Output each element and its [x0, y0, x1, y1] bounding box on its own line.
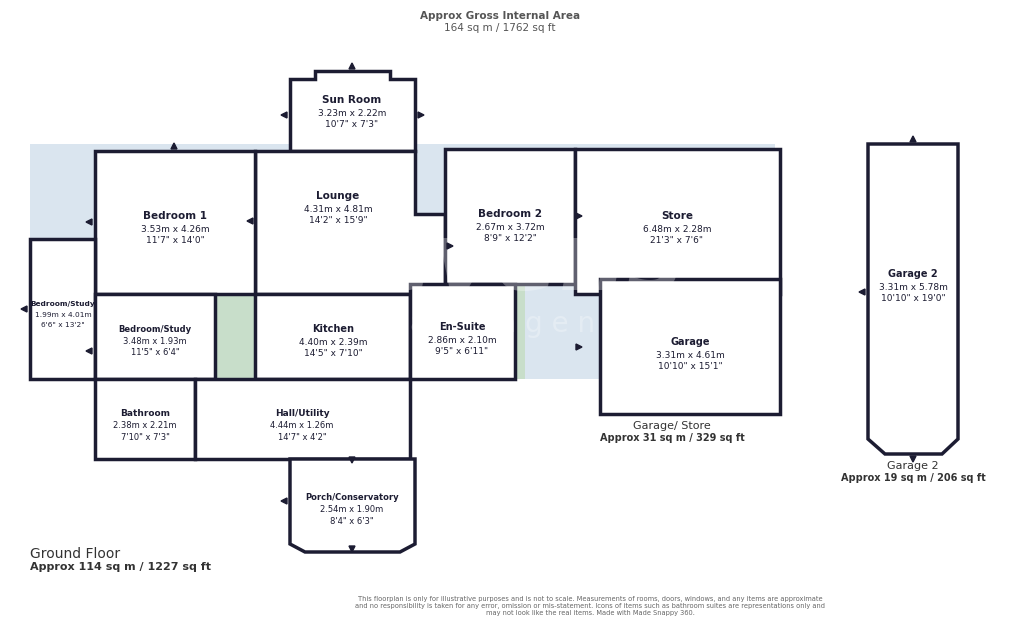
Polygon shape [576, 344, 582, 350]
Text: Ground Floor: Ground Floor [30, 547, 120, 561]
Text: 3.31m x 5.78m: 3.31m x 5.78m [877, 283, 947, 292]
Text: 14'7" x 4'2": 14'7" x 4'2" [277, 432, 326, 441]
Bar [599, 279, 780, 414]
Text: stevens': stevens' [268, 218, 711, 310]
Text: 3.53m x 4.26m: 3.53m x 4.26m [141, 224, 209, 233]
Text: Bedroom/Study: Bedroom/Study [31, 301, 95, 307]
Bar [444, 149, 575, 284]
Polygon shape [446, 243, 452, 249]
Text: 10'7" x 7'3": 10'7" x 7'3" [325, 119, 378, 129]
Polygon shape [858, 289, 864, 295]
Text: 6'6" x 13'2": 6'6" x 13'2" [41, 322, 85, 328]
Text: 2.54m x 1.90m: 2.54m x 1.90m [320, 505, 383, 515]
Text: Kitchen: Kitchen [312, 324, 354, 334]
Text: 4.40m x 2.39m: 4.40m x 2.39m [299, 337, 367, 347]
Text: 7'10" x 7'3": 7'10" x 7'3" [120, 432, 169, 441]
Text: 11'5" x 6'4": 11'5" x 6'4" [130, 347, 179, 356]
Text: Bedroom 2: Bedroom 2 [478, 209, 541, 219]
Text: Bedroom 1: Bedroom 1 [143, 211, 207, 221]
Bar [30, 239, 95, 379]
Text: 3.23m x 2.22m: 3.23m x 2.22m [318, 108, 386, 117]
Polygon shape [418, 112, 424, 118]
Polygon shape [247, 218, 253, 224]
Text: This floorplan is only for illustrative purposes and is not to scale. Measuremen: This floorplan is only for illustrative … [355, 596, 824, 616]
Text: 3.31m x 4.61m: 3.31m x 4.61m [655, 351, 723, 359]
Text: 4.31m x 4.81m: 4.31m x 4.81m [304, 205, 372, 214]
Polygon shape [289, 71, 415, 151]
Polygon shape [86, 219, 92, 225]
Polygon shape [348, 63, 355, 69]
Text: 8'4" x 6'3": 8'4" x 6'3" [330, 517, 373, 526]
Polygon shape [909, 456, 915, 462]
Bar [30, 144, 774, 379]
Text: 8'9" x 12'2": 8'9" x 12'2" [483, 233, 536, 242]
Text: 2.38m x 2.21m: 2.38m x 2.21m [113, 422, 176, 430]
Polygon shape [21, 306, 26, 312]
Text: e s t a t e   a g e n t s: e s t a t e a g e n t s [341, 310, 638, 338]
Text: Approx Gross Internal Area: Approx Gross Internal Area [420, 11, 580, 21]
Bar [255, 294, 410, 379]
Polygon shape [86, 348, 92, 354]
Polygon shape [255, 151, 444, 294]
Polygon shape [280, 112, 286, 118]
Text: 164 sq m / 1762 sq ft: 164 sq m / 1762 sq ft [444, 23, 555, 33]
Text: Garage: Garage [669, 337, 709, 347]
Text: 21'3" x 7'6": 21'3" x 7'6" [650, 235, 703, 245]
Bar [95, 279, 525, 379]
Polygon shape [171, 143, 177, 149]
Polygon shape [289, 459, 415, 552]
Text: Store: Store [660, 211, 692, 221]
Text: Hall/Utility: Hall/Utility [274, 410, 329, 418]
Bar [410, 284, 515, 379]
Text: Approx 19 sq m / 206 sq ft: Approx 19 sq m / 206 sq ft [840, 473, 984, 483]
Bar [575, 149, 780, 294]
Text: Approx 31 sq m / 329 sq ft: Approx 31 sq m / 329 sq ft [599, 433, 744, 443]
Bar [95, 379, 195, 459]
Text: Garage 2: Garage 2 [888, 269, 936, 279]
Polygon shape [280, 498, 286, 504]
Polygon shape [909, 136, 915, 142]
Text: 2.86m x 2.10m: 2.86m x 2.10m [427, 335, 496, 344]
Text: 9'5" x 6'11": 9'5" x 6'11" [435, 347, 488, 356]
Polygon shape [348, 457, 355, 463]
Text: Sun Room: Sun Room [322, 95, 381, 105]
Text: 10'10" x 15'1": 10'10" x 15'1" [657, 361, 721, 370]
Text: 14'5" x 7'10": 14'5" x 7'10" [304, 349, 362, 358]
Text: 6.48m x 2.28m: 6.48m x 2.28m [642, 224, 710, 233]
Text: 1.99m x 4.01m: 1.99m x 4.01m [35, 312, 92, 318]
Text: Garage 2: Garage 2 [887, 461, 937, 471]
Text: 3.48m x 1.93m: 3.48m x 1.93m [123, 337, 186, 346]
Text: Approx 114 sq m / 1227 sq ft: Approx 114 sq m / 1227 sq ft [30, 562, 211, 572]
Bar [195, 379, 410, 459]
Polygon shape [576, 213, 582, 219]
Text: 14'2" x 15'9": 14'2" x 15'9" [309, 216, 367, 224]
Bar [95, 151, 255, 294]
Text: Lounge: Lounge [316, 191, 360, 201]
Text: Garage/ Store: Garage/ Store [633, 421, 710, 431]
Polygon shape [348, 546, 355, 552]
Text: Bedroom/Study: Bedroom/Study [118, 325, 192, 333]
Polygon shape [867, 144, 957, 454]
Text: Porch/Conservatory: Porch/Conservatory [305, 493, 398, 503]
Text: 4.44m x 1.26m: 4.44m x 1.26m [270, 422, 333, 430]
Text: 10'10" x 19'0": 10'10" x 19'0" [879, 294, 945, 302]
Bar [95, 294, 215, 379]
Text: 11'7" x 14'0": 11'7" x 14'0" [146, 235, 204, 245]
Text: 2.67m x 3.72m: 2.67m x 3.72m [475, 223, 544, 231]
Text: En-Suite: En-Suite [438, 322, 485, 332]
Text: Bathroom: Bathroom [120, 410, 170, 418]
